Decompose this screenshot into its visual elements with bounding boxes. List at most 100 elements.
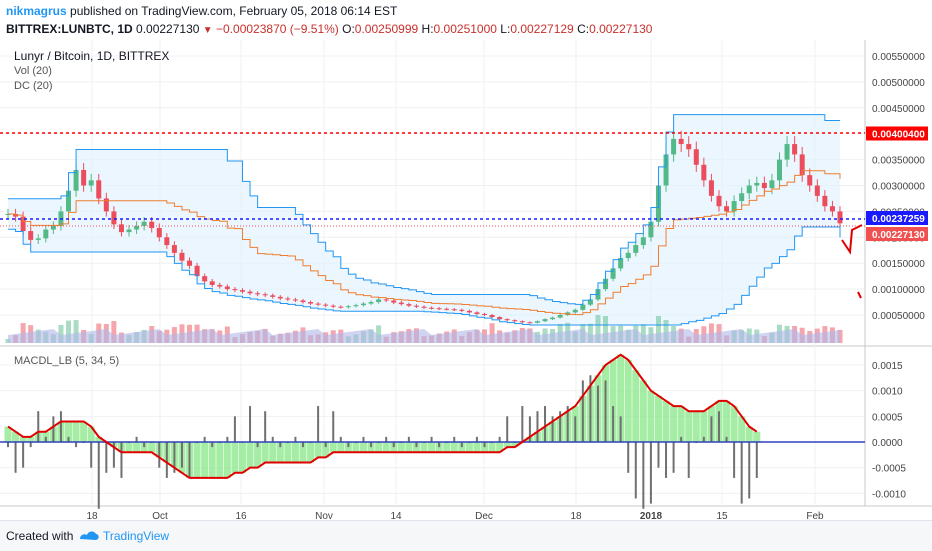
volume-bar: [663, 320, 669, 343]
created-with-text: Created with: [6, 529, 74, 543]
dc-indicator-label[interactable]: DC (20): [14, 80, 53, 92]
histogram-bar: [359, 442, 367, 453]
macd-diff-bar: [256, 442, 259, 448]
chart-canvas[interactable]: 0.005500000.005000000.004500000.00400000…: [0, 40, 932, 520]
macd-diff-bar: [271, 436, 274, 442]
candle-body: [648, 221, 654, 238]
price-tick-label: 0.00550000: [872, 52, 925, 63]
tradingview-logo-icon[interactable]: [78, 527, 100, 543]
volume-bar: [595, 315, 601, 343]
candle-body: [391, 300, 397, 303]
macd-diff-bar: [317, 406, 320, 442]
macd-diff-bar: [112, 442, 115, 468]
candle-body: [527, 322, 533, 324]
price-axis-ticks: 0.005500000.005000000.004500000.00400000…: [872, 52, 925, 322]
macd-diff-bar: [506, 416, 509, 442]
candle-body: [247, 291, 253, 294]
macd-tick-label: 0.0000: [872, 438, 903, 449]
histogram-bar: [692, 411, 700, 442]
histogram-bar: [753, 431, 761, 442]
time-tick-label: 18: [570, 511, 582, 520]
author-link[interactable]: nikmagrus: [6, 4, 67, 18]
candle-body: [633, 245, 639, 253]
histogram-bar: [269, 442, 277, 463]
candle-body: [81, 169, 87, 186]
price-tick-label: 0.00500000: [872, 78, 925, 89]
candle-body: [270, 295, 276, 297]
down-arrow-icon: ▼: [202, 25, 213, 36]
candle-body: [444, 308, 450, 310]
macd-diff-bar: [521, 406, 524, 442]
candle-body: [799, 154, 805, 176]
candle-body: [35, 238, 41, 240]
macd-diff-bar: [97, 442, 100, 509]
candle-body: [534, 321, 540, 323]
high-label: H:: [421, 22, 434, 36]
time-tick-label: Dec: [475, 511, 493, 520]
histogram-bar: [609, 359, 617, 442]
histogram-bar: [261, 442, 269, 463]
candle-body: [429, 307, 435, 309]
candle-body: [338, 306, 344, 308]
chart-header: nikmagrus published on TradingView.com, …: [0, 0, 932, 40]
histogram-bar: [420, 442, 428, 453]
histogram-bar: [19, 436, 27, 442]
candle-body: [50, 225, 56, 230]
histogram-bar: [216, 442, 224, 478]
candle-body: [111, 211, 117, 225]
histogram-bar: [314, 442, 322, 458]
candle-body: [436, 308, 442, 310]
macd-diff-bar: [755, 442, 758, 478]
time-tick-label: 18: [86, 511, 98, 520]
histogram-bar: [223, 442, 231, 478]
macd-diff-bar: [551, 416, 554, 442]
histogram-bar: [745, 426, 753, 442]
histogram-bar: [639, 380, 647, 442]
macd-indicator-label[interactable]: MACDL_LB (5, 34, 5): [14, 355, 120, 367]
footer-bar: Created with TradingView: [0, 520, 932, 551]
candle-body: [406, 304, 412, 306]
vol-indicator-label[interactable]: Vol (20): [14, 65, 52, 77]
macd-diff-bar: [105, 442, 108, 473]
macd-diff-bar: [680, 436, 683, 442]
candle-body: [202, 276, 208, 282]
macd-diff-bar: [67, 436, 70, 442]
histogram-bar: [254, 442, 262, 468]
candle-body: [587, 299, 593, 305]
candle-body: [330, 305, 336, 307]
macd-diff-bar: [59, 411, 62, 442]
candle-body: [413, 305, 419, 307]
price-badge: [866, 126, 928, 141]
macd-diff-bar: [211, 442, 214, 448]
candle-body: [421, 306, 427, 308]
tradingview-brand-link[interactable]: TradingView: [103, 529, 170, 543]
hand-drawn-arrow: [841, 224, 863, 255]
price-tick-label: 0.00300000: [872, 182, 925, 193]
candle-body: [754, 182, 760, 186]
candle-body: [239, 290, 245, 292]
macd-diff-bar: [301, 442, 304, 448]
macd-diff-bar: [347, 442, 350, 448]
macd-tick-label: 0.0015: [872, 361, 903, 372]
histogram-bar: [231, 442, 239, 473]
time-tick-label: 16: [235, 511, 247, 520]
candle-body: [451, 309, 457, 311]
candle-body: [209, 281, 215, 285]
macd-diff-bar: [702, 436, 705, 442]
macd-axis-ticks: 0.0015 0.0010 0.0005 0.0000 -0.0005 -0.0010: [872, 361, 906, 500]
last-price: 0.00227130: [136, 22, 200, 36]
histogram-bar: [72, 421, 80, 442]
candle-body: [678, 138, 684, 145]
histogram-bar: [428, 442, 436, 453]
time-tick-label: 15: [716, 511, 728, 520]
histogram-bar: [201, 442, 209, 478]
candle-body: [542, 319, 548, 322]
histogram-bar: [27, 436, 35, 442]
macd-diff-bar: [135, 436, 138, 442]
candle-body: [323, 304, 329, 306]
candle-body: [353, 305, 359, 307]
macd-diff-bar: [52, 416, 55, 442]
histogram-bar: [276, 442, 284, 463]
macd-diff-bar: [460, 442, 463, 448]
candle-body: [489, 315, 495, 318]
